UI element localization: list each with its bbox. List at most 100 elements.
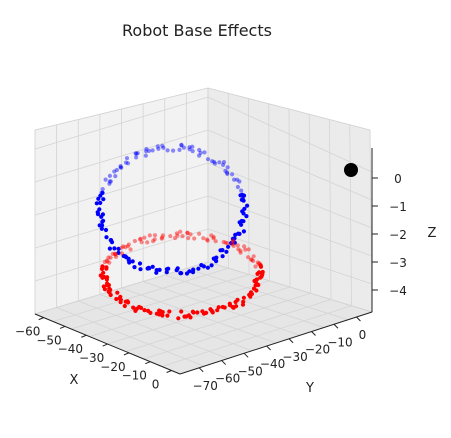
grid-line <box>121 287 277 344</box>
data-point <box>107 260 112 265</box>
z-axis-label: Z <box>428 226 437 241</box>
data-point <box>107 179 112 184</box>
data-point <box>241 198 246 203</box>
data-point <box>235 243 240 248</box>
data-point <box>205 265 210 270</box>
data-point <box>110 251 115 256</box>
data-point <box>108 255 113 260</box>
data-point <box>242 244 247 249</box>
data-point <box>96 196 101 201</box>
y-tick-label: −20 <box>305 343 330 357</box>
data-point <box>123 160 129 165</box>
data-point <box>100 190 105 195</box>
y-tick-label: −10 <box>327 335 352 349</box>
data-point <box>145 240 150 245</box>
data-point <box>133 151 138 156</box>
data-point <box>212 159 217 165</box>
data-point <box>131 305 136 310</box>
grid-line <box>34 195 373 257</box>
data-point <box>118 165 123 170</box>
data-point <box>239 222 244 227</box>
data-point <box>221 239 226 245</box>
data-point <box>249 257 254 262</box>
data-point <box>245 203 250 208</box>
y-axis-line <box>179 311 373 375</box>
data-point <box>230 238 235 243</box>
data-point <box>105 283 110 288</box>
data-point <box>185 230 190 235</box>
y-axis-label: Y <box>305 381 314 396</box>
data-point <box>113 252 118 257</box>
data-point <box>190 149 195 154</box>
grid-line <box>161 305 352 367</box>
y-tick-mark <box>311 331 316 336</box>
data-point <box>159 236 164 241</box>
data-point <box>230 239 236 245</box>
data-point <box>233 232 238 237</box>
data-point <box>179 309 184 314</box>
data-point <box>238 250 243 255</box>
data-point <box>191 310 196 315</box>
grid-lines <box>34 93 373 367</box>
grid-line <box>143 299 332 360</box>
data-point <box>114 167 119 173</box>
data-point <box>94 201 99 206</box>
data-point <box>220 304 225 310</box>
data-point <box>196 266 201 271</box>
data-point <box>134 151 139 156</box>
data-point <box>211 236 216 241</box>
x-tick-mark <box>38 317 44 321</box>
data-point <box>175 233 180 238</box>
data-point <box>233 299 238 305</box>
data-point <box>232 240 237 245</box>
data-point <box>103 177 108 182</box>
data-point <box>177 147 182 152</box>
data-point <box>178 271 183 276</box>
data-point <box>164 270 169 275</box>
data-point <box>98 273 103 278</box>
data-point <box>152 237 157 242</box>
data-point <box>201 236 206 241</box>
x-tick-mark <box>123 352 130 356</box>
data-point <box>105 259 110 264</box>
data-point <box>221 160 227 165</box>
data-point <box>258 275 263 280</box>
data-point <box>121 253 126 259</box>
data-point <box>204 237 210 242</box>
data-point <box>139 240 144 245</box>
x-tick-mark <box>102 343 108 347</box>
data-point <box>142 308 147 313</box>
z-tick-label: −4 <box>389 284 407 298</box>
y-axis-ticks: −70−60−50−40−30−20−10 0 <box>193 316 366 393</box>
data-point <box>150 148 155 153</box>
data-point <box>239 188 244 193</box>
data-point <box>107 173 112 178</box>
data-point <box>179 142 184 147</box>
data-point <box>128 247 133 252</box>
data-point <box>230 242 235 247</box>
grid-line <box>268 103 270 281</box>
data-point <box>187 145 192 150</box>
data-point <box>147 233 152 238</box>
data-point <box>138 236 143 241</box>
grid-line <box>34 162 373 229</box>
data-point <box>195 310 200 315</box>
data-point <box>108 238 113 243</box>
data-point <box>235 177 240 182</box>
data-point <box>97 207 102 212</box>
y-tick-label: −40 <box>260 357 285 371</box>
y-tick-mark <box>221 360 227 365</box>
data-point <box>254 281 259 286</box>
data-point <box>249 257 254 262</box>
data-point <box>123 299 128 304</box>
data-point <box>230 172 235 177</box>
data-point <box>97 223 102 228</box>
data-point <box>99 190 104 195</box>
data-point <box>190 144 195 149</box>
data-point <box>224 249 229 254</box>
data-point <box>182 314 187 319</box>
data-point <box>144 146 149 152</box>
data-points <box>94 142 358 321</box>
x-tick-label: −30 <box>79 351 104 365</box>
